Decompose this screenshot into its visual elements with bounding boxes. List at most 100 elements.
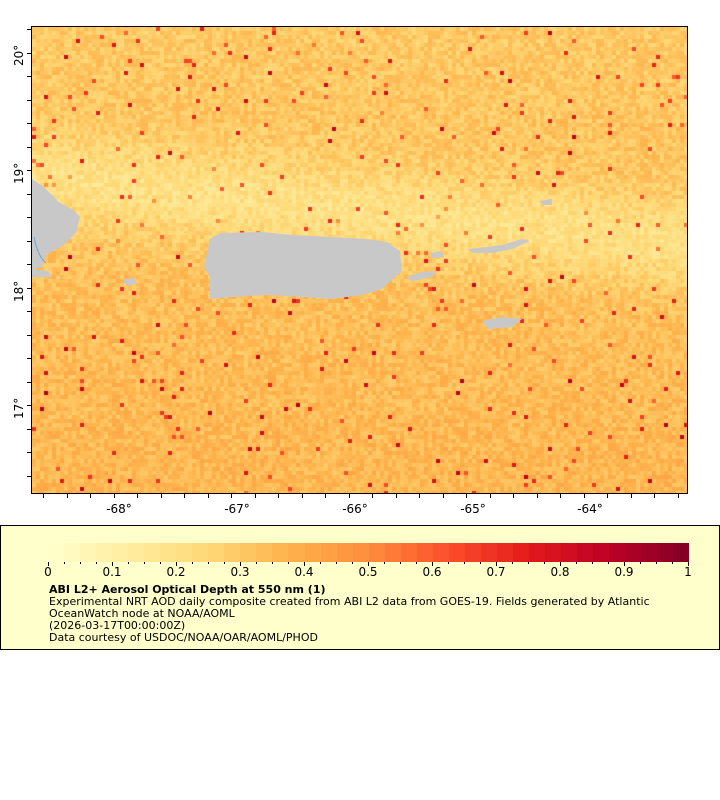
legend-time: (2026-03-17T00:00:00Z) (49, 619, 186, 632)
scale-tick-mark (160, 562, 161, 564)
scale-tick-mark (480, 562, 481, 564)
x-tick-mark (560, 494, 561, 498)
scale-tick-mark (128, 562, 129, 564)
scale-tick-mark (64, 562, 65, 564)
x-tick-mark (372, 494, 373, 498)
color-step (657, 543, 674, 562)
x-tick-mark (302, 494, 303, 498)
scale-tick-label: 0 (44, 565, 52, 579)
y-tick-mark (27, 123, 31, 124)
scale-tick-label: 0.1 (102, 565, 122, 579)
legend-credit: Data courtesy of USDOC/NOAA/OAR/AOML/PHO… (49, 631, 318, 644)
legend-description-1: Experimental NRT AOD daily composite cre… (49, 595, 650, 608)
scale-tick-mark (208, 562, 209, 564)
y-tick-mark (27, 53, 31, 54)
y-tick-mark (27, 429, 31, 430)
color-step (96, 543, 113, 562)
y-tick-mark (27, 264, 31, 265)
color-step (561, 543, 578, 562)
scale-tick-mark (432, 562, 433, 566)
scale-tick-mark (192, 562, 193, 564)
color-step (352, 543, 369, 562)
x-tick-mark (184, 494, 185, 498)
scale-tick-mark (656, 562, 657, 564)
color-step (80, 543, 97, 562)
hispaniola-tip (32, 269, 52, 277)
x-tick-mark (584, 494, 585, 498)
color-step (384, 543, 401, 562)
color-step (320, 543, 337, 562)
scale-tick-mark (256, 562, 257, 564)
scale-tick-mark (576, 562, 577, 564)
scale-tick-mark (496, 562, 497, 566)
scale-tick-mark (240, 562, 241, 566)
color-step (272, 543, 289, 562)
scale-tick-mark (80, 562, 81, 564)
scale-tick-mark (464, 562, 465, 564)
color-step (48, 543, 65, 562)
y-tick-label: 19° (12, 162, 26, 184)
y-tick-mark (27, 100, 31, 101)
legend-panel: 0 0.1 0.2 0.3 0.4 0.5 0.6 0.7 0.8 0.9 1 ABI L2+ Ae… (0, 525, 720, 650)
scale-tick-mark (320, 562, 321, 564)
color-scale-bar (48, 543, 690, 562)
x-tick-mark (396, 494, 397, 498)
y-tick-label: 17° (12, 397, 26, 419)
color-step (577, 543, 594, 562)
color-step (416, 543, 433, 562)
color-step (464, 543, 481, 562)
scale-tick-label: 0.8 (550, 565, 570, 579)
color-step (544, 543, 561, 562)
x-tick-mark (278, 494, 279, 498)
x-tick-mark (231, 494, 232, 498)
x-tick-mark (67, 494, 68, 498)
scale-tick-label: 0.7 (486, 565, 506, 579)
x-tick-mark (537, 494, 538, 498)
scale-tick-mark (352, 562, 353, 564)
color-step (609, 543, 626, 562)
scale-tick-label: 0.4 (294, 565, 314, 579)
color-step (400, 543, 417, 562)
color-step (673, 543, 690, 562)
scale-tick-mark (400, 562, 401, 564)
scale-tick-mark (272, 562, 273, 564)
y-tick-mark (27, 170, 31, 171)
x-tick-mark (607, 494, 608, 498)
x-tick-mark (466, 494, 467, 498)
x-tick-label: -66° (342, 502, 368, 516)
anegada (540, 199, 552, 205)
x-tick-mark (161, 494, 162, 498)
scale-tick-label: 0.3 (230, 565, 250, 579)
x-tick-mark (43, 494, 44, 498)
y-tick-mark (27, 217, 31, 218)
x-tick-mark (208, 494, 209, 498)
color-step (128, 543, 145, 562)
color-step (288, 543, 305, 562)
color-step (496, 543, 513, 562)
river-line (33, 236, 47, 264)
y-tick-mark (27, 76, 31, 77)
color-step (432, 543, 449, 562)
color-step (625, 543, 642, 562)
hispaniola (32, 179, 80, 269)
scale-tick-mark (544, 562, 545, 564)
scale-tick-label: 0.9 (614, 565, 634, 579)
scale-tick-mark (416, 562, 417, 564)
scale-tick-mark (144, 562, 145, 564)
y-tick-label: 18° (12, 280, 26, 302)
color-step (208, 543, 225, 562)
color-step (336, 543, 353, 562)
x-tick-mark (654, 494, 655, 498)
color-step (528, 543, 545, 562)
x-tick-mark (443, 494, 444, 498)
scale-tick-mark (368, 562, 369, 566)
color-step (176, 543, 193, 562)
x-tick-mark (678, 494, 679, 498)
y-tick-mark (27, 147, 31, 148)
color-step (224, 543, 241, 562)
x-tick-mark (325, 494, 326, 498)
legend-description-2: OceanWatch node at NOAA/AOML (49, 607, 235, 620)
x-tick-mark (349, 494, 350, 498)
color-step (480, 543, 497, 562)
legend-title: ABI L2+ Aerosol Optical Depth at 550 nm … (49, 583, 326, 596)
